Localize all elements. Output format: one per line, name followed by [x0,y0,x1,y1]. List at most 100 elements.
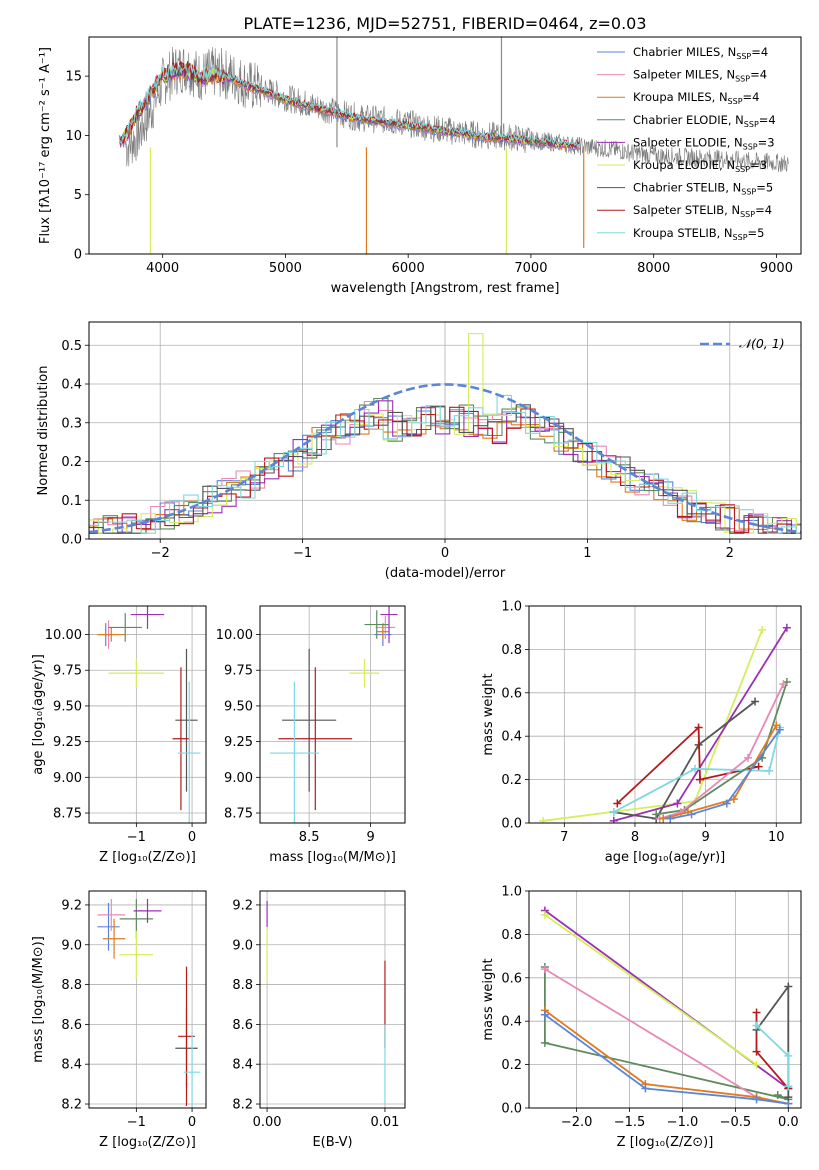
age-vs-mass-plot: 8.5 9 8.75 9.00 9.25 9.50 9.75 10.00 mass [log₁₀… [216,605,406,865]
weight-vs-Z-xtick-label: −1.5 [614,1115,646,1130]
age-vs-mass-marks [269,606,398,823]
age-vs-Z-ytick-label: 9.00 [53,771,82,786]
mass-vs-ebv-ytick-label: 8.8 [232,978,253,993]
spectrum-model-kroupa-stelib [119,63,580,147]
weight-point [772,721,781,730]
mass-vs-Z-frame [88,890,207,1109]
age-vs-Z-marks [97,606,201,823]
age-vs-Z-ytick-label: 9.50 [53,699,82,714]
residuals-xtick-label: 1 [583,546,591,561]
legend-label: Salpeter STELIB, NSSP=4 [633,203,772,219]
weight-point [694,723,703,732]
weight-vs-Z-ytick-label: 0.4 [501,1015,522,1030]
hist-kroupa-stelib [89,394,801,534]
age-vs-Z-xtick-label: 0 [188,830,196,845]
legend-label: Kroupa MILES, NSSP=4 [633,90,759,106]
spectrum-frame [88,36,802,255]
spectrum-xtick-label: 4000 [146,261,179,276]
weight-vs-age-xlabel: age [log₁₀(age/yr)] [605,850,726,865]
mass-vs-Z-ytick-label: 9.2 [61,898,82,913]
residuals-ytick-label: 0.5 [61,339,82,354]
mass-vs-ebv-plot: 0.00 0.01 8.2 8.4 8.6 8.8 9.0 9.2 E(B-V) [232,890,406,1150]
weight-point [765,766,774,775]
weight-vs-age-xtick-label: 8 [631,830,639,845]
age-vs-Z-plot: −1 0 8.75 9.00 9.25 9.50 9.75 10.00 Z [log₁₀(Z/Z… [31,605,207,865]
age-vs-mass-ytick-label: 9.25 [224,735,253,750]
weight-point [609,808,618,817]
weight-vs-Z-ytick-label: 0.6 [501,971,522,986]
age-vs-Z-ytick-label: 9.75 [53,664,82,679]
weight-point [754,762,763,771]
age-vs-mass-frame [259,605,406,824]
weight-line [544,1013,789,1105]
weight-line [613,700,756,820]
weight-vs-Z-frame [528,890,802,1109]
mass-vs-ebv-ytick-label: 8.2 [232,1098,253,1113]
weight-vs-age-ytick-label: 0.0 [501,817,522,832]
weight-point [641,1084,650,1093]
weight-vs-Z-xtick-label: −0.5 [720,1115,752,1130]
mass-vs-ebv-frame [259,890,406,1109]
weight-vs-age-xtick-label: 10 [768,830,785,845]
weight-vs-age-ylabel: mass weight [481,673,496,755]
weight-point [540,910,549,919]
weight-vs-age-ytick-label: 0.2 [501,773,522,788]
legend-label: Salpeter MILES, NSSP=4 [633,68,767,84]
spectrum-marks [119,37,789,254]
residuals-ytick-label: 0.1 [61,494,82,509]
weight-point [775,725,784,734]
spectrum-ytick-label: 0 [74,248,82,263]
weight-point [652,810,661,819]
weight-vs-Z-xtick-label: −1.0 [667,1115,699,1130]
spectrum-data-line [125,46,789,172]
mass-vs-ebv-ytick-label: 8.4 [232,1058,253,1073]
weight-vs-Z-xtick-label: 0.0 [778,1115,799,1130]
figure-title: PLATE=1236, MJD=52751, FIBERID=0464, z=0… [243,14,646,33]
weight-line [656,681,788,816]
weight-vs-age-plot: 7 8 9 10 0.0 0.2 0.4 0.6 0.8 1.0 age [log₁₀(age/yr… [481,600,802,865]
spectrum-xtick-label: 7000 [514,261,547,276]
weight-point [609,816,618,823]
weight-point [673,799,682,808]
hist-kroupa-miles [89,413,801,534]
mass-vs-ebv-ytick-label: 9.0 [232,938,253,953]
age-vs-mass-ytick-label: 9.50 [224,699,253,714]
legend-label: Chabrier MILES, NSSP=4 [633,45,768,61]
weight-line [613,627,788,822]
weight-point [752,1060,761,1069]
residuals-ytick-label: 0.0 [61,533,82,548]
weight-point [752,1021,761,1030]
weight-vs-Z-xlabel: Z [log₁₀(Z/Z⊙)] [617,1135,714,1150]
weight-vs-age-xtick-label: 9 [701,830,709,845]
spectrum-xtick-label: 5000 [269,261,302,276]
spectrum-xlabel: wavelength [Angstrom, rest frame] [331,281,560,296]
mass-vs-Z-xtick-label: 0 [188,1115,196,1130]
age-vs-mass-xtick-label: 9 [366,830,374,845]
weight-point [782,623,791,632]
legend-label: Kroupa ELODIE, NSSP=3 [633,158,767,174]
age-vs-Z-ylabel: age [log₁₀(age/yr)] [31,654,46,775]
weight-point [752,1047,761,1056]
weight-point [784,1082,793,1091]
age-vs-Z-ytick-label: 8.75 [53,807,82,822]
mass-vs-Z-ylabel: mass [log₁₀(M/M⊙)] [31,936,46,1063]
weight-point [666,814,675,823]
residuals-xlabel: (data-model)/error [385,566,506,581]
weight-vs-Z-ytick-label: 0.0 [501,1102,522,1117]
weight-vs-age-ytick-label: 1.0 [501,600,522,615]
spectrum-ylabel: Flux [fλ10⁻¹⁷ erg cm⁻² s⁻¹ A⁻¹] [38,47,53,244]
weight-point [539,816,548,823]
residuals-xtick-label: −2 [151,546,170,561]
weight-point [744,753,753,762]
legend-label: Chabrier ELODIE, NSSP=4 [633,113,776,129]
weight-point [695,775,704,784]
age-vs-Z-xtick-label: −1 [127,830,146,845]
weight-point [784,982,793,991]
legend-label: 𝒩(0, 1) [739,336,785,351]
weight-line [670,729,781,820]
spectrum-ytick-label: 10 [65,129,82,144]
mass-vs-ebv-xtick-label: 0.01 [370,1115,399,1130]
mass-vs-Z-ytick-label: 8.8 [61,978,82,993]
weight-line [662,724,778,820]
